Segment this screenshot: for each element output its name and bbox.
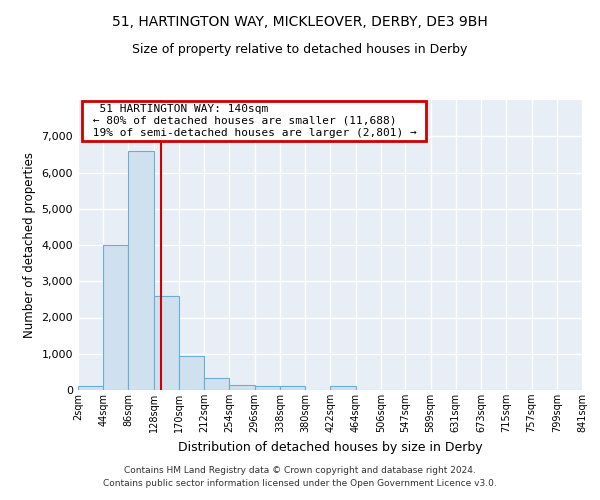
Bar bbox=[254, 386, 280, 390]
Text: Contains HM Land Registry data © Crown copyright and database right 2024.
Contai: Contains HM Land Registry data © Crown c… bbox=[103, 466, 497, 487]
Bar bbox=[280, 386, 305, 390]
Bar bbox=[229, 386, 254, 390]
X-axis label: Distribution of detached houses by size in Derby: Distribution of detached houses by size … bbox=[178, 440, 482, 454]
Bar bbox=[103, 245, 128, 390]
Bar bbox=[154, 296, 179, 390]
Bar bbox=[204, 378, 229, 390]
Bar bbox=[78, 386, 103, 390]
Text: 51, HARTINGTON WAY, MICKLEOVER, DERBY, DE3 9BH: 51, HARTINGTON WAY, MICKLEOVER, DERBY, D… bbox=[112, 15, 488, 29]
Text: Size of property relative to detached houses in Derby: Size of property relative to detached ho… bbox=[133, 42, 467, 56]
Bar bbox=[128, 151, 154, 390]
Y-axis label: Number of detached properties: Number of detached properties bbox=[23, 152, 36, 338]
Text: 51 HARTINGTON WAY: 140sqm  
 ← 80% of detached houses are smaller (11,688) 
 19%: 51 HARTINGTON WAY: 140sqm ← 80% of detac… bbox=[86, 104, 423, 138]
Bar bbox=[179, 356, 204, 390]
Bar bbox=[331, 386, 356, 390]
